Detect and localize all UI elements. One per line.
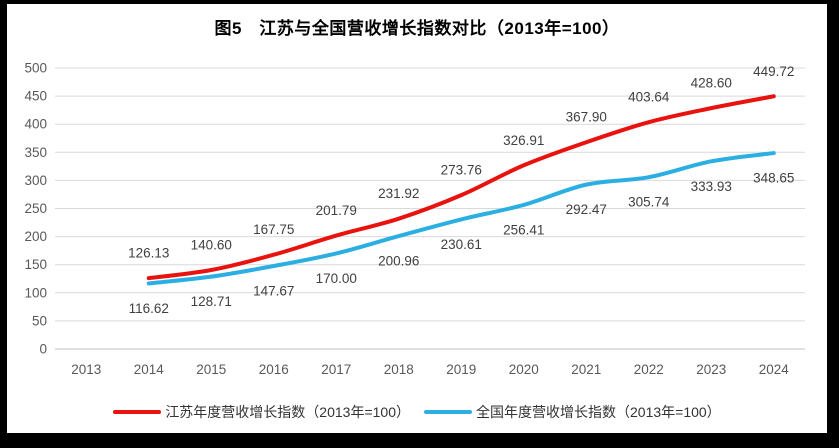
data-label: 292.47 [566,202,607,217]
x-tick-label: 2022 [634,362,664,377]
legend-item-jiangsu: 江苏年度营收增长指数（2013年=100） [113,402,410,422]
x-tick-label: 2024 [759,362,790,377]
data-label: 126.13 [128,246,169,261]
y-tick-label: 250 [24,201,47,216]
x-tick-label: 2016 [259,362,289,377]
chart-svg: 0 50 100 150 200 250 300 350 400 450 500 2013 2014 20… [24,61,805,377]
y-tick-label: 300 [24,173,47,188]
y-tick-label: 50 [32,313,47,328]
data-label: 403.64 [628,90,670,105]
legend-label-jiangsu: 江苏年度营收增长指数（2013年=100） [165,404,410,420]
data-label: 201.79 [316,203,357,218]
national-line-swatch-icon [424,410,472,414]
series-line-jiangsu [146,94,776,281]
data-label: 348.65 [753,171,794,186]
data-label: 116.62 [129,301,169,316]
data-label: 147.67 [253,284,294,299]
x-tick-label: 2018 [384,362,414,377]
data-label: 230.61 [441,237,482,252]
data-label: 449.72 [753,64,794,79]
data-label: 305.74 [628,195,670,210]
data-label: 128.71 [191,294,232,309]
data-label: 273.76 [441,163,482,178]
y-tick-label: 200 [24,229,47,244]
data-label: 326.91 [503,133,544,148]
x-tick-label: 2021 [571,362,601,377]
data-label: 333.93 [691,179,732,194]
data-label: 170.00 [316,271,357,286]
data-label: 428.60 [691,76,732,91]
series-line-national [146,151,776,286]
legend-item-national: 全国年度营收增长指数（2013年=100） [424,402,721,422]
data-label: 200.96 [378,254,419,269]
y-tick-label: 500 [24,61,47,76]
y-tick-label: 400 [24,117,47,132]
x-tick-label: 2017 [321,362,351,377]
y-tick-label: 0 [39,342,47,357]
chart-panel: 0 50 100 150 200 250 300 350 400 450 500 2013 2014 20… [7,4,827,433]
x-tick-label: 2013 [71,362,101,377]
x-tick-label: 2020 [509,362,539,377]
data-label: 367.90 [566,110,607,125]
x-tick-label: 2015 [196,362,226,377]
y-tick-label: 450 [24,89,47,104]
data-label: 140.60 [191,237,232,252]
x-tick-label: 2023 [696,362,726,377]
data-label: 256.41 [503,222,544,237]
y-tick-label: 100 [24,285,47,300]
jiangsu-line-swatch-icon [113,410,162,414]
chart-title: 图5 江苏与全国营收增长指数对比（2013年=100） [214,19,620,38]
y-tick-label: 150 [24,257,47,272]
data-label: 231.92 [378,186,419,201]
chart-legend: 江苏年度营收增长指数（2013年=100） 全国年度营收增长指数（2013年=1… [7,399,827,425]
legend-label-national: 全国年度营收增长指数（2013年=100） [476,404,721,420]
y-tick-label: 350 [24,145,47,160]
x-tick-label: 2014 [134,362,165,377]
data-label: 167.75 [253,222,294,237]
x-tick-label: 2019 [446,362,476,377]
